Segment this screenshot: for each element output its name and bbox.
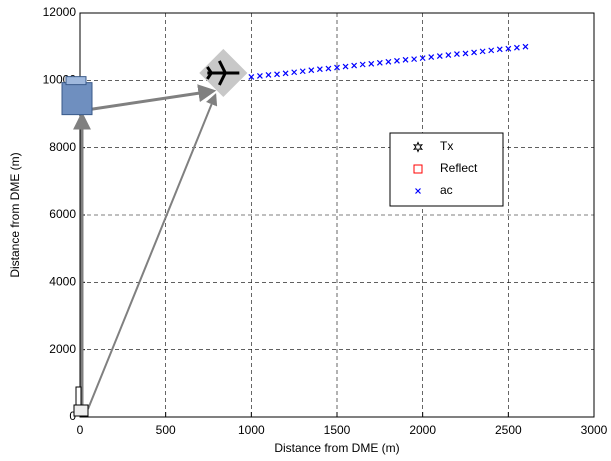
x-tick-label: 3000 bbox=[581, 423, 608, 437]
point bbox=[522, 43, 529, 50]
y-tick-label: 0 bbox=[69, 409, 76, 423]
legend-label: Reflect bbox=[440, 161, 478, 175]
x-tick-label: 0 bbox=[77, 423, 84, 437]
point bbox=[505, 45, 512, 52]
point bbox=[419, 55, 426, 62]
y-tick-label: 6000 bbox=[49, 207, 76, 221]
point bbox=[325, 65, 332, 72]
plane-icon bbox=[199, 48, 248, 98]
building-icon bbox=[61, 76, 93, 116]
dme-box bbox=[73, 404, 89, 417]
x-tick-label: 500 bbox=[156, 423, 176, 437]
plane-shape bbox=[206, 60, 240, 86]
point bbox=[248, 74, 255, 80]
legend-label: ac bbox=[440, 183, 453, 197]
legend-marker bbox=[415, 188, 421, 194]
point bbox=[394, 57, 400, 64]
building-top bbox=[65, 76, 87, 86]
point bbox=[471, 49, 477, 56]
x-tick-label: 1000 bbox=[238, 423, 265, 437]
dme-icon bbox=[73, 386, 89, 417]
point bbox=[479, 48, 486, 55]
axes-frame bbox=[79, 12, 595, 418]
y-tick-label: 12000 bbox=[43, 5, 77, 19]
point bbox=[385, 58, 392, 65]
point bbox=[359, 61, 366, 68]
point bbox=[291, 69, 298, 76]
point bbox=[428, 54, 435, 61]
point bbox=[496, 46, 503, 53]
x-tick-label: 2500 bbox=[495, 423, 522, 437]
point bbox=[402, 56, 409, 63]
point bbox=[445, 52, 452, 59]
arrow bbox=[81, 84, 217, 113]
point bbox=[351, 62, 358, 69]
x-axis-label: Distance from DME (m) bbox=[274, 441, 399, 455]
point bbox=[368, 60, 375, 67]
point bbox=[256, 73, 263, 79]
legend-marker bbox=[413, 164, 423, 174]
point bbox=[308, 67, 315, 74]
point bbox=[513, 44, 520, 51]
y-tick-label: 4000 bbox=[49, 275, 76, 289]
point bbox=[488, 47, 495, 54]
y-tick-label: 8000 bbox=[49, 140, 76, 154]
dme-mast bbox=[75, 386, 82, 408]
point bbox=[436, 53, 443, 60]
legend-marker bbox=[412, 141, 424, 153]
building-body bbox=[61, 82, 93, 116]
point bbox=[411, 56, 418, 63]
x-tick-label: 2000 bbox=[409, 423, 436, 437]
y-axis-label: Distance from DME (m) bbox=[8, 152, 22, 277]
point bbox=[274, 71, 280, 78]
point bbox=[299, 68, 306, 75]
y-tick-label: 2000 bbox=[49, 342, 76, 356]
point bbox=[462, 50, 469, 57]
point bbox=[454, 51, 460, 57]
point bbox=[316, 66, 323, 73]
point bbox=[334, 64, 340, 71]
point bbox=[265, 72, 272, 78]
legend-box bbox=[389, 132, 504, 207]
legend-label: Tx bbox=[440, 139, 453, 153]
point bbox=[376, 59, 383, 66]
point bbox=[282, 70, 289, 77]
point bbox=[342, 63, 349, 70]
arrow bbox=[87, 93, 218, 410]
x-tick-label: 1500 bbox=[324, 423, 351, 437]
